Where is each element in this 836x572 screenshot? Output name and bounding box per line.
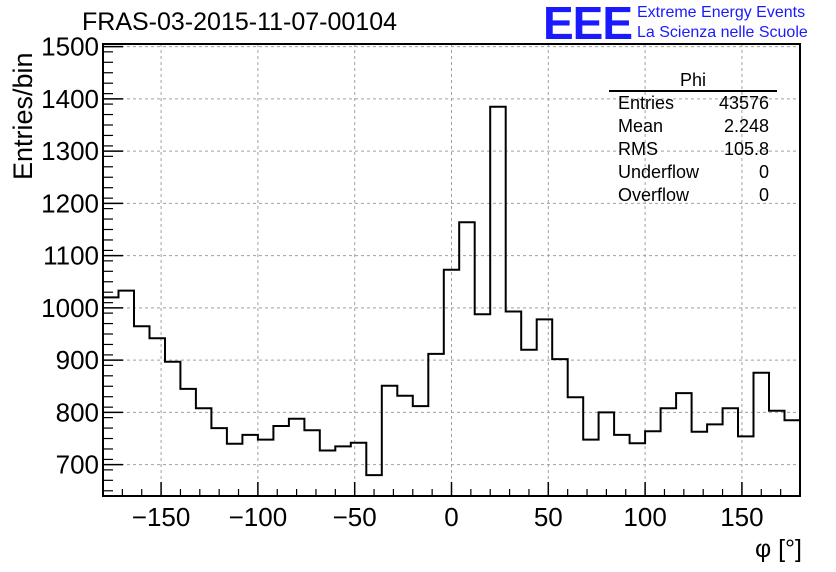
x-tick-label: 50 bbox=[534, 502, 563, 532]
y-tick-label: 800 bbox=[56, 397, 99, 427]
stats-value: 43576 bbox=[718, 93, 769, 113]
y-tick-label: 1300 bbox=[41, 136, 99, 166]
x-tick-label: −50 bbox=[333, 502, 377, 532]
stats-label: Mean bbox=[618, 116, 664, 136]
stats-value: 0 bbox=[758, 162, 769, 182]
stats-value: 105.8 bbox=[723, 139, 769, 159]
stats-box: Phi Entries 43576 Mean 2.248 RMS 105.8 U… bbox=[609, 70, 777, 207]
stats-row-entries: Entries 43576 bbox=[609, 92, 777, 115]
y-tick-label: 1100 bbox=[43, 241, 99, 271]
grid-lines bbox=[103, 44, 800, 496]
y-tick-label: 1400 bbox=[41, 84, 99, 114]
stats-label: Underflow bbox=[618, 162, 700, 182]
logo-line-2: La Scienza nelle Scuole bbox=[637, 24, 808, 41]
histogram-series bbox=[103, 64, 801, 477]
y-tick-label: 700 bbox=[56, 450, 99, 480]
axis-ticks: −150 −100 −50 0 50 100 150 700 800 900 1000 1100 120… bbox=[41, 32, 801, 532]
logo-line-1: Extreme Energy Events bbox=[637, 4, 806, 21]
stats-row-underflow: Underflow 0 bbox=[609, 161, 777, 184]
stats-value: 0 bbox=[758, 185, 769, 205]
y-tick-label: 1200 bbox=[41, 188, 99, 218]
stats-value: 2.248 bbox=[723, 116, 769, 136]
x-tick-label: −100 bbox=[229, 502, 288, 532]
stats-row-mean: Mean 2.248 bbox=[609, 115, 777, 138]
stats-title: Phi bbox=[609, 70, 777, 92]
x-axis-label: φ [°] bbox=[754, 535, 802, 563]
stats-label: RMS bbox=[618, 139, 658, 159]
x-tick-label: 100 bbox=[623, 502, 666, 532]
stats-label: Entries bbox=[618, 93, 675, 113]
stats-row-rms: RMS 105.8 bbox=[609, 138, 777, 161]
y-tick-label: 1000 bbox=[41, 293, 99, 323]
stats-label: Overflow bbox=[618, 185, 690, 205]
chart-title: FRAS-03-2015-11-07-00104 bbox=[82, 8, 398, 36]
stats-row-overflow: Overflow 0 bbox=[609, 184, 777, 207]
y-tick-label: 900 bbox=[56, 345, 99, 375]
y-tick-label: 1500 bbox=[41, 32, 99, 62]
x-tick-label: 150 bbox=[720, 502, 763, 532]
eee-logo: EEE bbox=[543, 0, 633, 49]
x-tick-label: −150 bbox=[132, 502, 191, 532]
y-axis-label: Entries/bin bbox=[8, 52, 38, 180]
x-tick-label: 0 bbox=[444, 502, 458, 532]
